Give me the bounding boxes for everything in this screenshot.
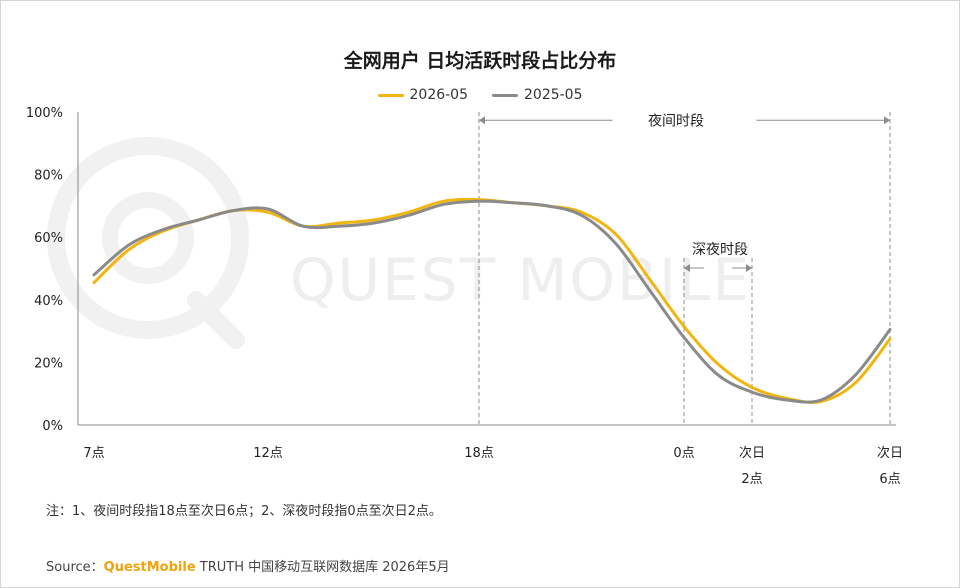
legend-item-2026: 2026-05: [377, 85, 469, 105]
arrow-head: [479, 116, 485, 125]
legend-swatch-2025: [492, 93, 518, 97]
x-tick-label: 18点: [464, 446, 494, 461]
source-suffix: TRUTH 中国移动互联网数据库 2026年5月: [195, 560, 450, 575]
source-brand: QuestMobile: [103, 560, 196, 575]
legend: 2026-05 2025-05: [0, 85, 960, 105]
annotation-label: 深夜时段: [692, 242, 748, 258]
plot-series: [92, 197, 892, 404]
x-tick-label: 6点: [879, 472, 900, 487]
source-line: Source：QuestMobile TRUTH 中国移动互联网数据库 2026…: [46, 556, 450, 575]
annotation-label: 夜间时段: [648, 113, 704, 129]
source-prefix: Source：: [46, 560, 104, 575]
legend-label-2025: 2025-05: [524, 87, 583, 103]
x-tick-label: 次日: [739, 445, 765, 461]
x-tick-label: 次日: [877, 445, 903, 461]
watermark-text: QUEST MOBILE: [290, 246, 751, 314]
arrow-head: [746, 264, 752, 272]
chart-title: 全网用户 日均活跃时段占比分布: [343, 50, 617, 72]
footnote: 注：1、夜间时段指18点至次日6点；2、深夜时段指0点至次日2点。: [46, 504, 442, 519]
series-line-2025-05: [92, 199, 892, 404]
y-tick-label: 40%: [34, 294, 63, 309]
y-tick-label: 0%: [42, 419, 63, 434]
y-tick-label: 60%: [34, 231, 63, 246]
x-tick-label: 7点: [83, 446, 104, 461]
x-tick-label: 12点: [253, 446, 283, 461]
legend-label-2026: 2026-05: [409, 87, 469, 103]
x-tick-label: 0点: [673, 446, 694, 461]
legend-item-2025: 2025-05: [492, 85, 583, 105]
plot-axes: [77, 112, 896, 426]
legend-swatch-2026: [377, 93, 404, 97]
y-tick-label: 20%: [34, 356, 63, 371]
y-tick-label: 100%: [26, 106, 63, 121]
arrow-head: [884, 116, 890, 125]
arrow-head: [684, 264, 690, 272]
watermark-logo: [47, 137, 249, 349]
plot-ticks: 0% 20% 40% 60% 80% 100% 7点 12点 18点 0点 次日 2点 次日 6点: [26, 106, 903, 487]
x-tick-label: 2点: [741, 472, 762, 487]
y-tick-label: 80%: [34, 169, 63, 184]
